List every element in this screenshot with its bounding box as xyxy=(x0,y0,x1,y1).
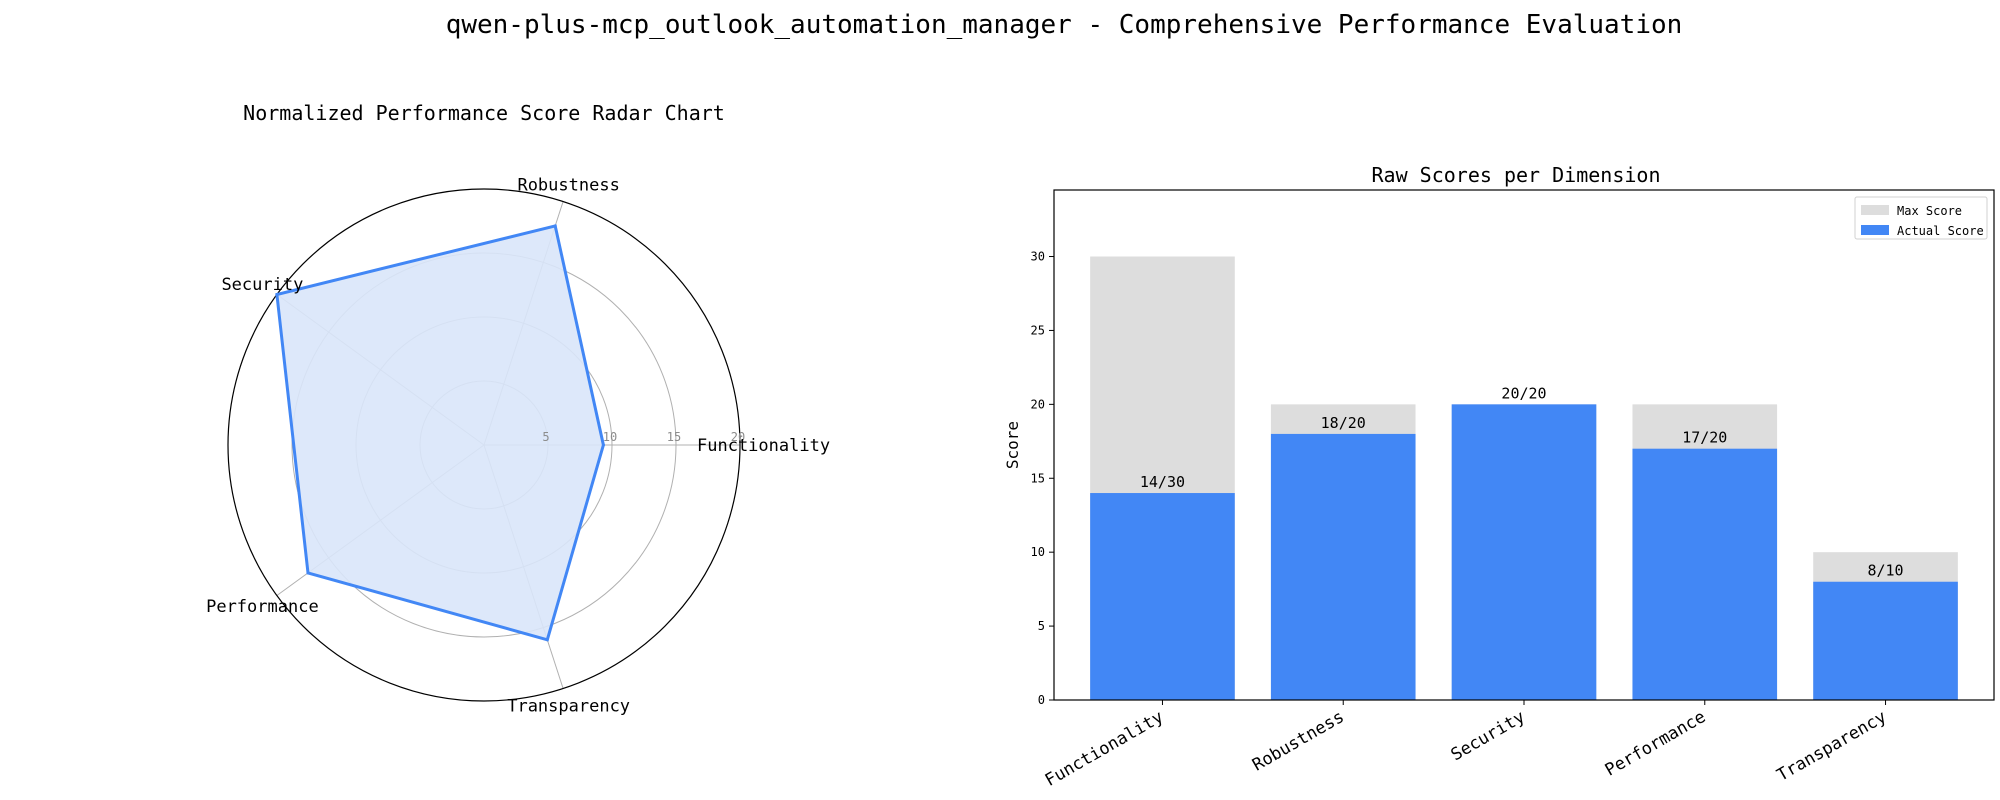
radar-point xyxy=(601,443,605,447)
bar-xtick-label: Transparency xyxy=(1774,707,1890,786)
bar-actual-score xyxy=(1632,448,1778,700)
radar-axis-label: Functionality xyxy=(697,436,830,456)
radar-axis-label: Security xyxy=(221,275,303,295)
radar-rtick-label: 10 xyxy=(603,430,617,444)
radar-axis-label: Transparency xyxy=(507,697,630,717)
radar-area xyxy=(276,225,604,640)
legend-swatch-actual xyxy=(1861,225,1889,235)
bar-actual-score xyxy=(1270,433,1416,700)
legend-swatch-max xyxy=(1861,205,1889,215)
bar-ylabel: Score xyxy=(1003,421,1022,469)
bar-xtick-label: Performance xyxy=(1602,707,1710,781)
bar-actual-score xyxy=(1090,493,1235,700)
radar-rtick-label: 5 xyxy=(542,430,549,444)
bar-xtick-label: Functionality xyxy=(1042,707,1167,791)
bar-title: Raw Scores per Dimension xyxy=(1372,163,1661,187)
bar-data-label: 8/10 xyxy=(1867,562,1903,580)
bar-data-label: 18/20 xyxy=(1321,414,1366,432)
legend-label: Actual Score xyxy=(1897,224,1984,238)
radar-series-line xyxy=(275,224,605,642)
radar-rtick-label: 20 xyxy=(731,430,745,444)
bar-xtick-label: Security xyxy=(1448,707,1529,765)
bar-ytick-label: 10 xyxy=(1031,545,1045,559)
radar-axis-label: Performance xyxy=(206,597,319,617)
legend-label: Max Score xyxy=(1897,204,1962,218)
bar-ytick-label: 20 xyxy=(1031,397,1045,411)
bar-ytick-label: 25 xyxy=(1031,323,1045,337)
radar-title: Normalized Performance Score Radar Chart xyxy=(243,101,725,125)
radar-point xyxy=(545,638,549,642)
bar-data-label: 17/20 xyxy=(1682,429,1727,447)
bar-data-label: 20/20 xyxy=(1501,384,1546,402)
radar-chart: Normalized Performance Score Radar Chart… xyxy=(206,101,830,717)
figure-title: qwen-plus-mcp_outlook_automation_manager… xyxy=(446,10,1683,40)
radar-point xyxy=(275,293,279,297)
bar-actual-score xyxy=(1451,404,1597,700)
bar-xtick-label: Robustness xyxy=(1249,707,1348,776)
bar-ytick-label: 30 xyxy=(1031,250,1045,264)
bar-actual-score xyxy=(1813,581,1958,700)
bar-ytick-label: 5 xyxy=(1038,619,1045,633)
radar-axis-label: Robustness xyxy=(517,175,619,195)
bar-ytick-label: 0 xyxy=(1038,693,1045,707)
bar-chart: Raw Scores per Dimension Score 14/30 18/2… xyxy=(1003,163,1995,791)
radar-frame xyxy=(227,188,741,702)
radar-rtick-label: 15 xyxy=(667,430,681,444)
radar-point xyxy=(553,224,557,228)
bar-data-label: 14/30 xyxy=(1140,473,1185,491)
bar-ytick-label: 15 xyxy=(1031,471,1045,485)
radar-point xyxy=(306,571,310,575)
